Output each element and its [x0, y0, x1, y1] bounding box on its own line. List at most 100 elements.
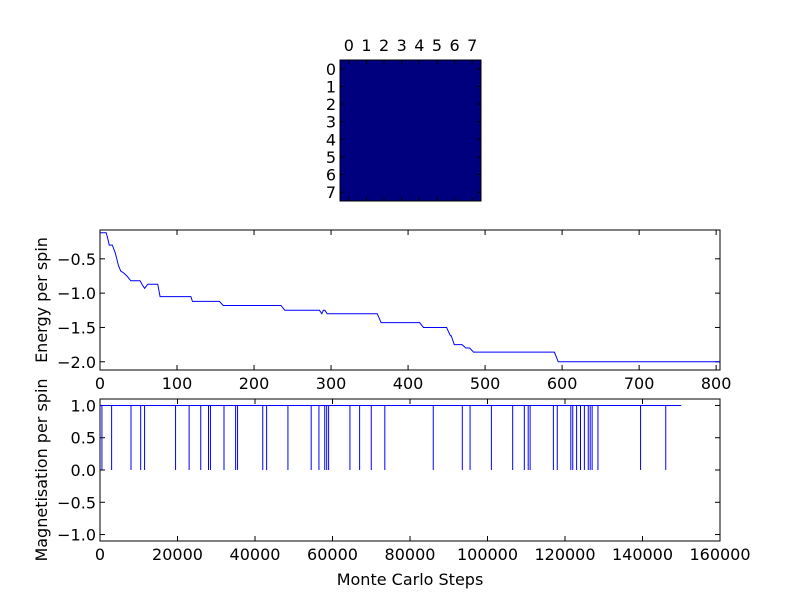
heatmap-cell [357, 130, 376, 149]
heatmap-cell [428, 130, 447, 149]
heatmap-cell [375, 77, 394, 96]
heatmap-x-tick-label: 4 [414, 36, 424, 55]
magnet-y-tick-label: 0.0 [71, 461, 96, 480]
heatmap-cell [340, 77, 359, 96]
energy-series-line [100, 232, 720, 363]
heatmap-y-tick-label: 6 [326, 166, 336, 185]
magnet-x-tick-label: 120000 [534, 545, 595, 564]
heatmap-cell [375, 130, 394, 149]
energy-x-tick-label: 400 [393, 374, 424, 393]
energy-x-tick-label: 600 [547, 374, 578, 393]
energy-x-tick-label: 0 [95, 374, 105, 393]
heatmap-cell [357, 95, 376, 114]
heatmap-x-tick-label: 6 [449, 36, 459, 55]
magnet-x-tick-label: 0 [95, 545, 105, 564]
heatmap-cell [392, 77, 411, 96]
heatmap-cell [357, 60, 376, 79]
heatmap-cell [410, 165, 429, 184]
heatmap-cell [392, 183, 411, 202]
heatmap-y-tick-label: 1 [326, 77, 336, 96]
magnet-y-tick-label: 0.5 [71, 429, 96, 448]
heatmap-cell [463, 112, 482, 131]
heatmap-cell [463, 183, 482, 202]
energy-y-tick-label: −2.0 [57, 353, 96, 372]
heatmap-x-tick-label: 1 [361, 36, 371, 55]
magnet-panel: 0 20000 40000 60000 80000 100000 120000 140000 1… [32, 378, 751, 589]
energy-panel: 0 100 200 300 400 500 600 700 800 −0.5 −1.0 −1.5 −2.… [32, 229, 731, 393]
magnet-y-tick-label: −1.0 [57, 526, 96, 545]
heatmap-cell [445, 95, 464, 114]
heatmap-cell [445, 165, 464, 184]
magnet-x-tick-label: 80000 [385, 545, 436, 564]
heatmap-frame [339, 59, 482, 202]
heatmap-x-tick-label: 3 [397, 36, 407, 55]
heatmap-cell [375, 60, 394, 79]
heatmap-cell [375, 183, 394, 202]
heatmap-cell [357, 183, 376, 202]
heatmap-cell [445, 148, 464, 167]
heatmap-cell [392, 165, 411, 184]
heatmap-x-tick-label: 7 [467, 36, 477, 55]
heatmap-cell [357, 148, 376, 167]
heatmap-cell [340, 183, 359, 202]
heatmap-y-tick-label: 0 [326, 60, 336, 79]
magnet-x-axis-label: Monte Carlo Steps [337, 570, 484, 589]
heatmap-cell [463, 165, 482, 184]
heatmap-x-tick-label: 0 [344, 36, 354, 55]
heatmap-cell [375, 148, 394, 167]
heatmap-cell [410, 148, 429, 167]
heatmap-cell [340, 112, 359, 131]
heatmap-cell [357, 165, 376, 184]
heatmap-cell [428, 148, 447, 167]
heatmap-cell [410, 95, 429, 114]
heatmap-cell [445, 112, 464, 131]
heatmap-cell [375, 112, 394, 131]
heatmap-cell [463, 148, 482, 167]
heatmap-y-tick-label: 4 [326, 130, 336, 149]
energy-y-axis-label: Energy per spin [32, 237, 51, 363]
heatmap-cell [410, 183, 429, 202]
magnet-y-tick-label: 1.0 [71, 396, 96, 415]
heatmap-y-tick-label: 2 [326, 95, 336, 114]
heatmap-cell [357, 77, 376, 96]
heatmap-cell [392, 95, 411, 114]
magnet-x-tick-label: 20000 [152, 545, 203, 564]
heatmap-cell [392, 148, 411, 167]
energy-y-tick-label: −1.0 [57, 284, 96, 303]
heatmap-cell [463, 130, 482, 149]
magnet-x-tick-label: 40000 [230, 545, 281, 564]
heatmap-cell [463, 77, 482, 96]
energy-y-tick-label: −0.5 [57, 250, 96, 269]
heatmap-cell [428, 95, 447, 114]
heatmap-cell [428, 112, 447, 131]
heatmap-cell [410, 130, 429, 149]
energy-x-tick-label: 300 [316, 374, 347, 393]
magnet-x-tick-label: 100000 [457, 545, 518, 564]
energy-x-tick-label: 500 [470, 374, 501, 393]
heatmap-cell [428, 165, 447, 184]
heatmap-cell [392, 60, 411, 79]
heatmap-cell [463, 60, 482, 79]
heatmap-cell [392, 112, 411, 131]
heatmap-y-tick-label: 5 [326, 148, 336, 167]
heatmap-cell [357, 112, 376, 131]
heatmap-cell [375, 95, 394, 114]
heatmap-cell [375, 165, 394, 184]
heatmap-cell [463, 95, 482, 114]
energy-x-tick-label: 100 [162, 374, 193, 393]
heatmap-cell [392, 130, 411, 149]
heatmap-cell [340, 95, 359, 114]
heatmap-cell [445, 60, 464, 79]
magnet-x-tick-label: 60000 [307, 545, 358, 564]
heatmap-cell [410, 77, 429, 96]
heatmap-cell [428, 60, 447, 79]
magnet-x-tick-label: 160000 [689, 545, 750, 564]
heatmap-cell [340, 130, 359, 149]
heatmap-cell [410, 60, 429, 79]
magnet-frame [99, 398, 721, 542]
heatmap-cell [340, 60, 359, 79]
heatmap-cell [428, 77, 447, 96]
